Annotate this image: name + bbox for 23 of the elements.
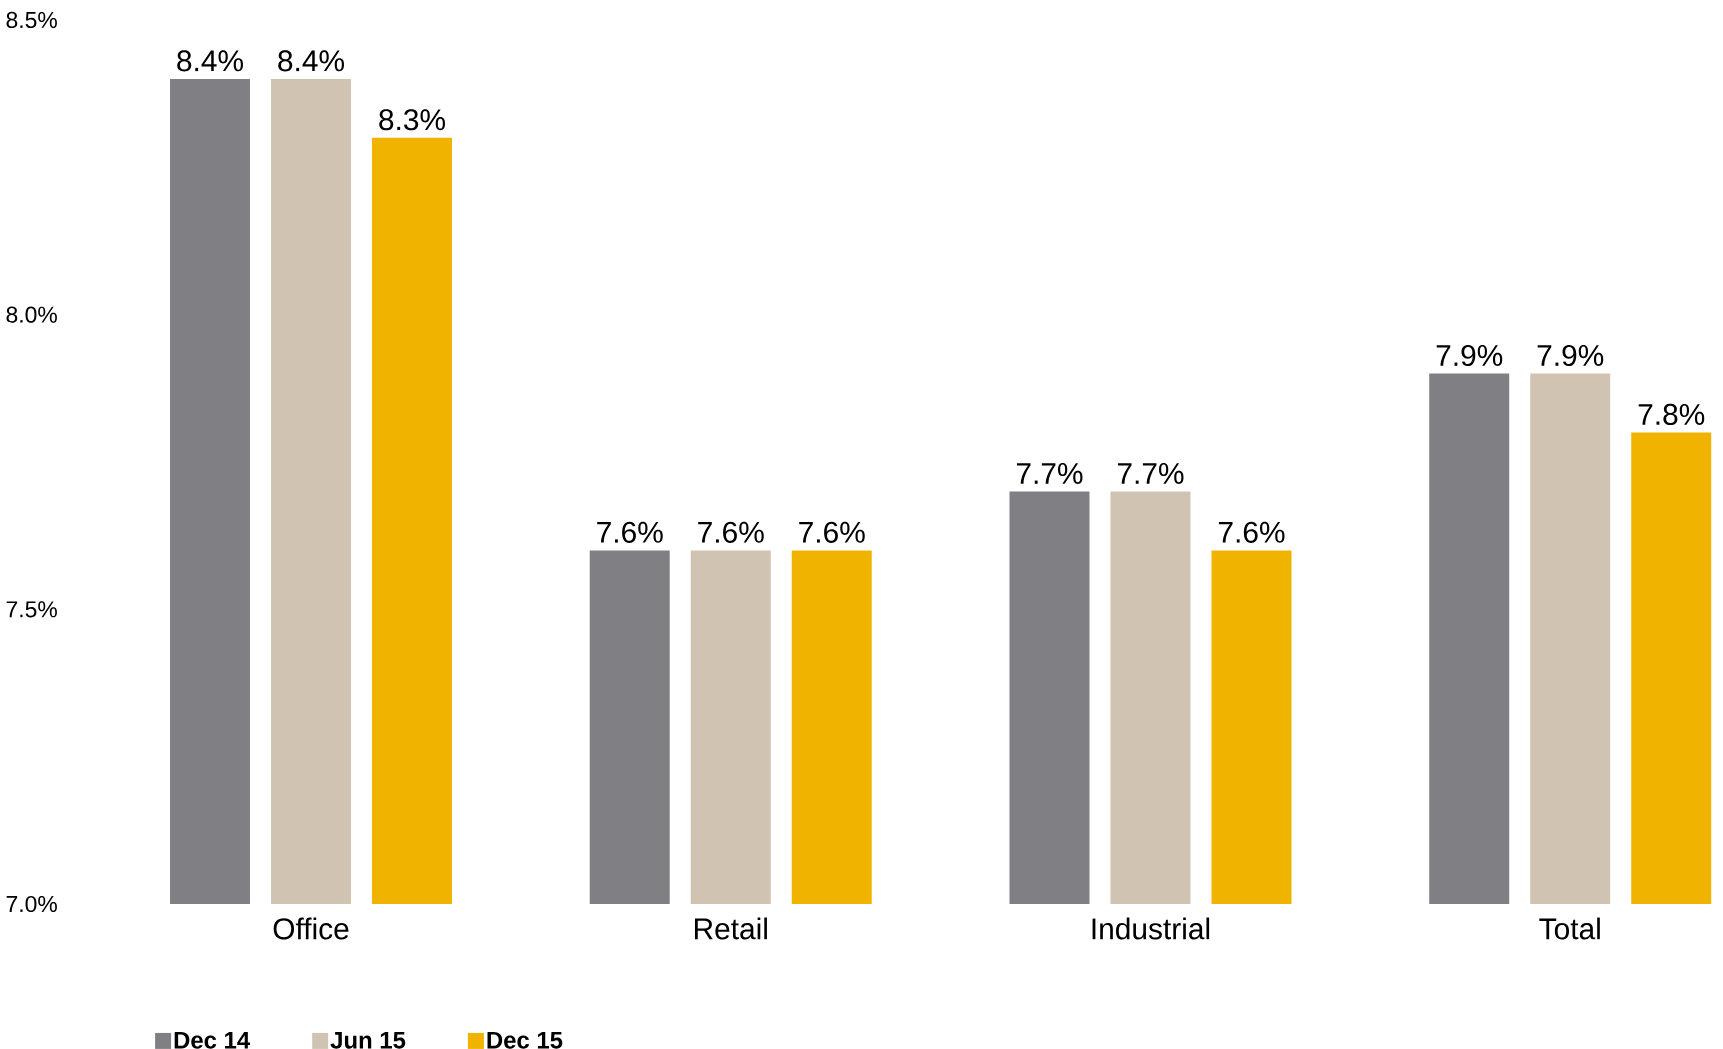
y-tick-label: 8.0% [6,306,57,323]
data-label: 7.7% [1117,463,1184,484]
data-label: 8.3% [379,109,445,131]
data-label: 8.4% [278,50,344,72]
y-tick-label: 8.5% [6,11,57,29]
legend-label: Jun 15 [330,1031,406,1049]
y-tick-label: 7.5% [6,601,57,618]
data-label: 7.9% [1537,344,1604,367]
data-label: 7.6% [698,521,764,543]
data-label: 7.6% [799,521,865,543]
data-label: 7.6% [1218,521,1285,543]
y-tick-label: 7.0% [6,895,57,913]
data-label: 7.8% [1638,403,1705,426]
x-tick-label: Total [1539,917,1600,940]
legend-label: Dec 14 [174,1031,251,1049]
x-tick-label: Industrial [1092,917,1210,940]
data-label: 8.4% [177,50,243,72]
data-label: 7.7% [1016,463,1083,484]
data-label: 7.9% [1436,344,1503,367]
legend-label: Dec 15 [487,1031,563,1049]
x-tick-label: Retail [694,917,767,940]
x-tick-label: Office [273,917,349,940]
data-label: 7.6% [597,521,663,543]
